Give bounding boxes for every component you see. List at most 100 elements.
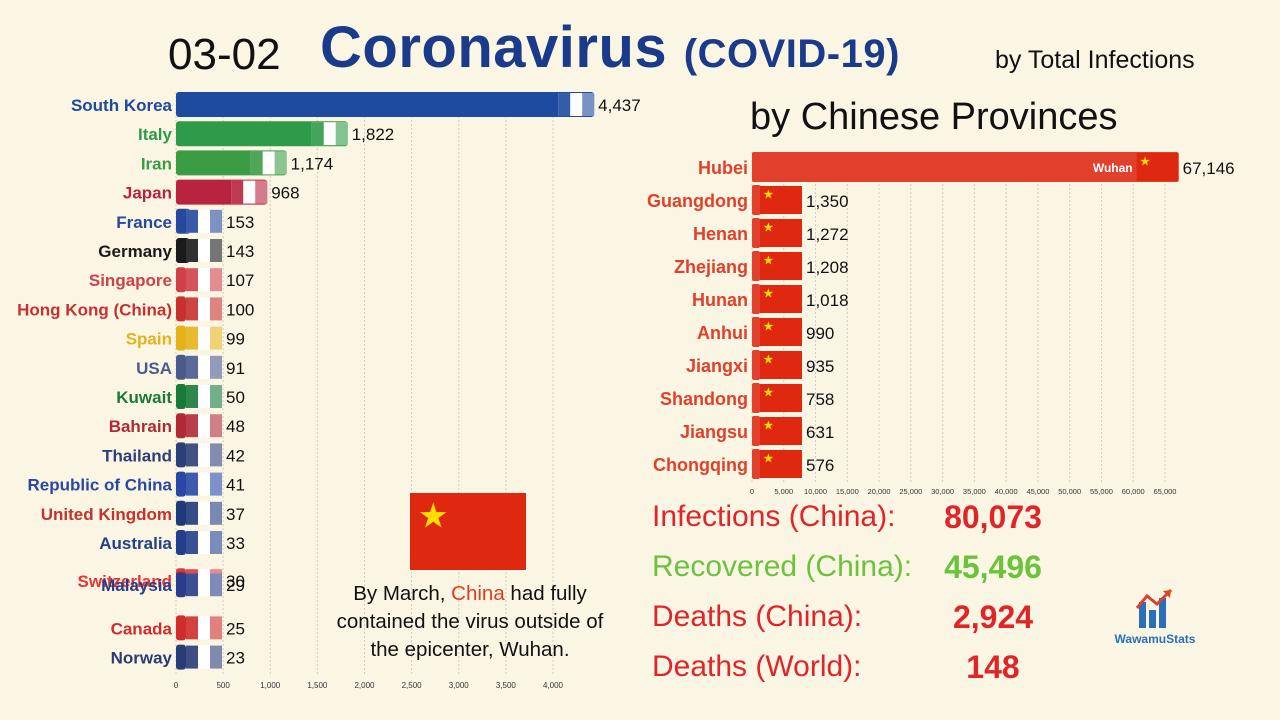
x-tick-label: 45,000 (1026, 487, 1049, 496)
bar-chongqing (752, 449, 760, 479)
data-label: 153 (226, 213, 254, 232)
flag-icon (231, 180, 268, 204)
data-label: 41 (226, 476, 245, 495)
flag-field (760, 417, 802, 445)
stat-value: 80,073 (944, 499, 1042, 535)
flag-icon (186, 414, 222, 438)
flag-star: ★ (763, 385, 774, 400)
flag-star: ★ (763, 286, 774, 301)
flag-stripe (210, 385, 222, 408)
category-label: United Kingdom (41, 505, 172, 524)
bar-jiangsu (752, 416, 760, 446)
flag-field (760, 450, 802, 478)
bar-hunan (752, 284, 760, 314)
data-label: 935 (806, 357, 834, 376)
x-tick-label: 1,000 (260, 681, 281, 690)
x-tick-label: 0 (750, 487, 754, 496)
category-label: Kuwait (116, 388, 172, 407)
x-tick-label: 20,000 (868, 487, 891, 496)
category-label: Republic of China (28, 476, 173, 495)
flag-star: ★ (763, 319, 774, 334)
note-highlight: China (451, 582, 505, 605)
data-label: 107 (226, 271, 254, 290)
flag-icon (186, 472, 222, 496)
category-label: Hubei (698, 158, 748, 178)
flag-stripe (558, 93, 571, 116)
x-tick-label: 3,500 (496, 681, 517, 690)
data-label: 42 (226, 446, 245, 465)
data-label: 23 (226, 649, 245, 668)
flag-stripe (582, 93, 595, 116)
flag-field (760, 252, 802, 280)
category-label: France (116, 213, 172, 232)
flag-field (1136, 153, 1179, 181)
note-after: had fully contained the virus outside of… (336, 582, 604, 661)
brand-logo: WawamuStats (1100, 588, 1210, 646)
bar-canada (176, 615, 186, 641)
x-tick-label: 15,000 (836, 487, 859, 496)
x-tick-label: 65,000 (1154, 487, 1177, 496)
data-label: 91 (226, 359, 245, 378)
category-label: South Korea (71, 96, 173, 115)
x-tick-label: 1,500 (307, 681, 328, 690)
stat-value: 148 (966, 649, 1020, 685)
flag-icon (186, 385, 222, 408)
data-label: 576 (806, 456, 834, 475)
data-label: 25 (226, 619, 245, 638)
flag-star: ★ (763, 451, 774, 466)
flag-field (760, 318, 802, 346)
flag-stripe (274, 151, 287, 175)
china-flag-icon: ★ (760, 351, 802, 379)
category-label: Bahrain (109, 417, 172, 436)
flag-stripe (210, 297, 222, 321)
flag-stripe (231, 180, 244, 204)
category-label: Singapore (89, 271, 172, 290)
annotation-note: By March, China had fully contained the … (320, 580, 620, 664)
chart-title: Coronavirus (COVID-19) (320, 14, 900, 81)
x-tick-label: 55,000 (1090, 487, 1113, 496)
x-tick-label: 3,000 (449, 681, 470, 690)
flag-field (760, 285, 802, 313)
bar-italy (176, 121, 348, 147)
stat-label: Deaths (World): (652, 650, 862, 683)
flag-icon (186, 616, 222, 640)
title-main: Coronavirus (320, 15, 668, 80)
stat-value: 2,924 (952, 599, 1034, 635)
category-label: Iran (141, 154, 172, 173)
flag-stripe (186, 573, 198, 597)
flag-stripe (186, 645, 198, 669)
x-tick-label: 4,000 (543, 681, 564, 690)
x-tick-label: 2,000 (354, 681, 375, 690)
china-flag-icon: ★ (760, 285, 802, 313)
flag-field (760, 186, 802, 214)
x-tick-label: 2,500 (402, 681, 423, 690)
stat-label: Deaths (China): (652, 600, 863, 633)
flag-field (760, 384, 802, 412)
flag-star: ★ (1139, 154, 1150, 169)
bar-anhui (752, 317, 760, 347)
data-label: 968 (271, 184, 299, 203)
bar-republic-of-china (176, 471, 186, 497)
bar-zhejiang (752, 251, 760, 281)
bar-jiangxi (752, 350, 760, 380)
bar-malaysia (176, 572, 186, 598)
china-flag-icon: ★ (760, 384, 802, 412)
category-label: Germany (98, 242, 172, 261)
flag-stripe (210, 239, 222, 262)
data-label: 1,272 (806, 225, 849, 244)
category-label: Japan (123, 184, 172, 203)
category-label: Jiangsu (680, 422, 748, 442)
category-label: Malaysia (101, 576, 172, 595)
chart-subtitle: by Total Infections (995, 46, 1195, 74)
flag-icon (250, 151, 287, 175)
flag-stripe (186, 326, 198, 350)
x-tick-label: 30,000 (931, 487, 954, 496)
category-label: Guangdong (647, 191, 748, 211)
flag-stripe (186, 239, 198, 262)
category-label: Norway (111, 649, 173, 668)
stat-value: 45,496 (944, 549, 1042, 585)
flag-star: ★ (418, 497, 449, 537)
x-tick-label: 10,000 (804, 487, 827, 496)
flag-field (410, 493, 526, 570)
